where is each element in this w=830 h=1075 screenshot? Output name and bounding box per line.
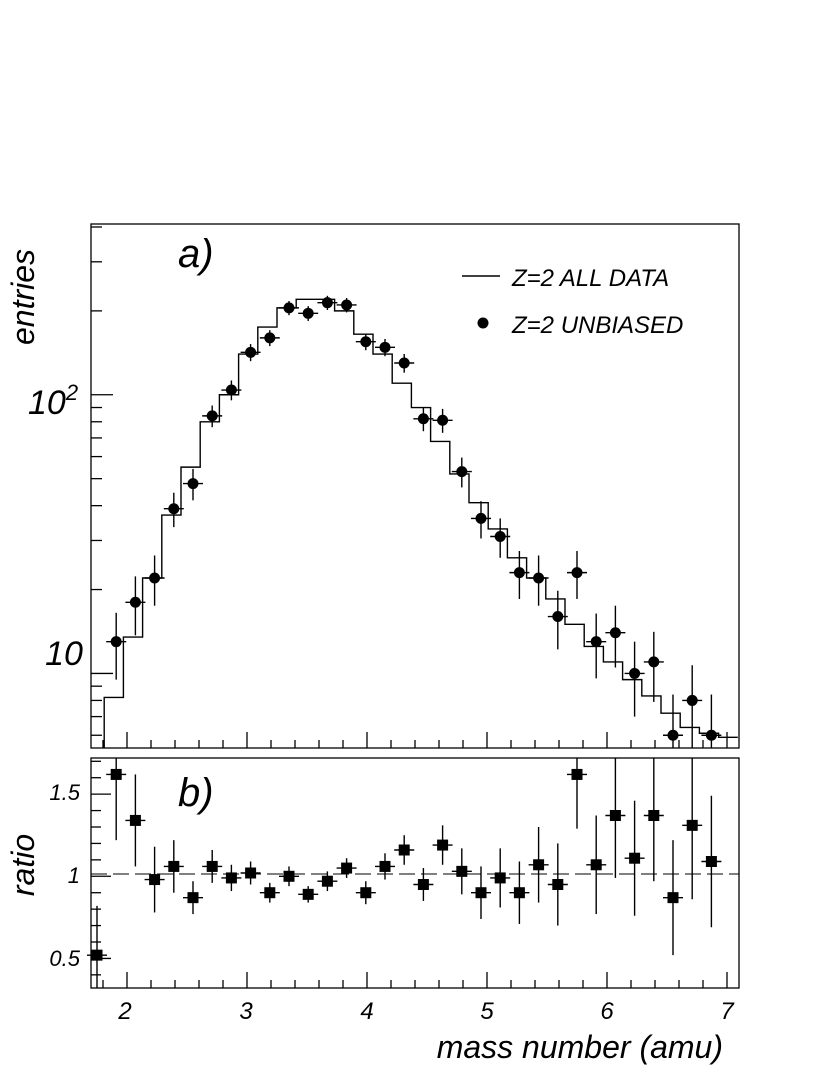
unbiased-point [475, 512, 487, 524]
ratio-point [609, 810, 621, 821]
ratio-point [360, 887, 372, 899]
unbiased-points [106, 295, 722, 748]
unbiased-point [283, 302, 295, 314]
x-tick-label-3: 3 [239, 998, 253, 1025]
unbiased-point [321, 297, 333, 309]
unbiased-point [571, 567, 583, 579]
panel-b-x-ticks [102, 972, 728, 988]
ratio-point [494, 872, 506, 884]
unbiased-point [590, 636, 602, 648]
unbiased-point [149, 572, 161, 584]
ratio-point [456, 865, 468, 877]
unbiased-point [168, 503, 180, 515]
legend-unbiased-label: Z=2 UNBIASED [511, 312, 683, 339]
ratio-point [206, 860, 218, 872]
legend: Z=2 ALL DATA Z=2 UNBIASED [462, 265, 683, 339]
unbiased-point [417, 413, 429, 425]
unbiased-point [110, 636, 122, 648]
panel-a-y-ticks [91, 226, 113, 736]
panel-a-x-ticks [102, 732, 728, 748]
unbiased-point [225, 384, 237, 396]
x-tick-label-4: 4 [360, 998, 373, 1025]
ratio-point [571, 768, 583, 780]
all-data-histogram [103, 298, 738, 748]
ratio-point [686, 819, 698, 831]
unbiased-point [667, 729, 679, 741]
panel-b: b) ratio 0.5 1 1.5 2 3 4 5 6 7 mass numb… [5, 757, 740, 1065]
ratio-tick-label-1-5: 1.5 [49, 780, 80, 805]
unbiased-point [629, 667, 641, 679]
x-tick-label-2: 2 [117, 998, 131, 1025]
ratio-point [667, 892, 679, 904]
ratio-point [187, 892, 199, 904]
unbiased-point [609, 627, 621, 639]
ratio-point [168, 860, 180, 872]
x-axis-label: mass number (amu) [437, 1029, 723, 1065]
unbiased-point [648, 656, 660, 668]
ratio-point [341, 862, 353, 874]
ratio-point [264, 887, 276, 899]
x-tick-label-5: 5 [480, 998, 494, 1025]
ratio-point [398, 844, 410, 856]
all-data-histogram-line [103, 298, 738, 748]
ratio-point [590, 859, 602, 871]
ratio-point [705, 856, 717, 867]
unbiased-point [245, 346, 257, 358]
panel-a-label: a) [178, 232, 214, 276]
unbiased-point [341, 299, 353, 311]
ratio-point [629, 852, 641, 864]
ratio-points [87, 758, 722, 988]
panel-b-label: b) [178, 771, 214, 815]
unbiased-point [686, 694, 698, 706]
unbiased-point [129, 596, 141, 608]
legend-all-data-label: Z=2 ALL DATA [511, 265, 669, 292]
unbiased-point [705, 729, 717, 741]
ratio-point [321, 875, 333, 887]
ratio-point [225, 872, 237, 884]
ratio-point [110, 768, 122, 780]
unbiased-point [552, 611, 564, 623]
unbiased-point [437, 414, 449, 426]
ratio-point [552, 879, 564, 890]
ratio-point [513, 887, 525, 899]
unbiased-point [456, 466, 468, 478]
unbiased-point [360, 336, 372, 348]
x-tick-label-7: 7 [720, 998, 735, 1025]
ratio-point [475, 887, 487, 899]
unbiased-point [206, 410, 218, 422]
x-tick-label-6: 6 [600, 998, 614, 1025]
unbiased-point [398, 357, 410, 369]
panel-a: a) entries 10 102 Z=2 ALL DATA Z=2 UNBIA… [5, 223, 740, 749]
legend-dot-swatch [477, 317, 489, 329]
ratio-tick-label-0-5: 0.5 [49, 946, 80, 971]
panel-b-y-axis-label: ratio [5, 834, 41, 896]
unbiased-point [264, 332, 276, 344]
ratio-point [245, 867, 257, 879]
unbiased-point [494, 531, 506, 543]
ratio-point [149, 874, 161, 886]
ratio-point [91, 949, 103, 961]
ratio-point [129, 814, 141, 826]
unbiased-point [302, 307, 314, 319]
ratio-point [379, 860, 391, 872]
ratio-point [533, 859, 545, 871]
ratio-tick-label-1: 1 [68, 863, 80, 888]
panel-a-y-axis-label: entries [5, 249, 41, 345]
ratio-point [648, 810, 660, 821]
y-tick-label-10: 10 [45, 635, 83, 673]
ratio-point [283, 870, 295, 882]
unbiased-point [187, 478, 199, 490]
ratio-point [302, 888, 314, 900]
unbiased-point [513, 567, 525, 579]
ratio-point [437, 839, 449, 851]
unbiased-point [533, 572, 545, 584]
unbiased-point [379, 341, 391, 353]
ratio-point [417, 879, 429, 890]
